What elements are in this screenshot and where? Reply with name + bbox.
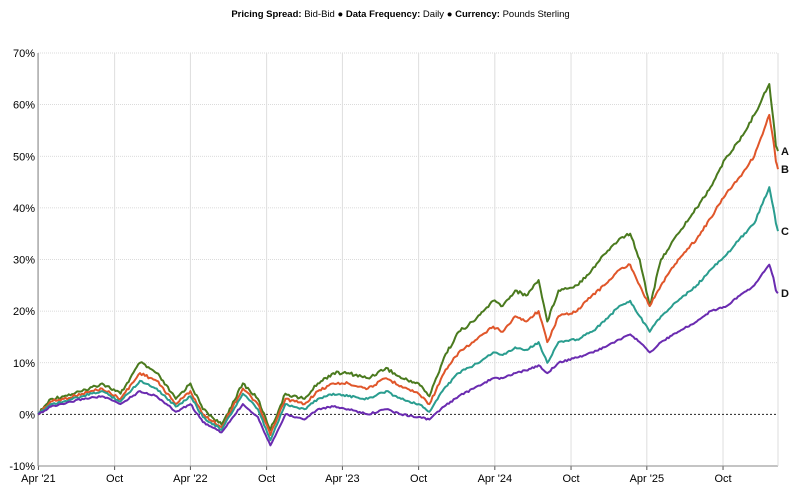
data-frequency-label: Data Frequency: bbox=[345, 9, 421, 20]
x-tick-label: Oct bbox=[106, 473, 123, 485]
axes: -10% 0% 10% 20% 30% 40% 50% 60% 70% Apr '21 Oct Apr… bbox=[9, 48, 779, 485]
data-frequency-value: Daily bbox=[422, 9, 445, 20]
end-labels: AB C D bbox=[781, 146, 789, 300]
x-tick-label: Oct bbox=[562, 473, 579, 485]
y-tick-label: 10% bbox=[13, 358, 35, 370]
x-tick-label: Apr '22 bbox=[173, 473, 208, 485]
series-line-a bbox=[37, 83, 779, 431]
x-tick-label: Oct bbox=[258, 473, 275, 485]
y-tick-label: 60% bbox=[13, 100, 35, 112]
series-line-c bbox=[37, 186, 779, 442]
y-tick-label: 40% bbox=[13, 203, 35, 215]
y-tick-label: 70% bbox=[13, 48, 35, 60]
currency-label: Currency: bbox=[455, 9, 500, 20]
series-end-label-b: B bbox=[781, 164, 789, 176]
series-lines bbox=[37, 83, 779, 447]
series-end-label-c: C bbox=[781, 226, 789, 238]
pricing-spread-value: Bid-Bid bbox=[304, 9, 335, 20]
x-tick-label: Oct bbox=[714, 473, 731, 485]
chart-header: Pricing Spread: Bid-Bid ● Data Frequency… bbox=[0, 9, 801, 20]
grid-lines bbox=[37, 52, 778, 467]
x-tick-label: Oct bbox=[410, 473, 427, 485]
pricing-spread-label: Pricing Spread: bbox=[231, 9, 302, 20]
x-tick-label: Apr '25 bbox=[630, 473, 665, 485]
separator-dot: ● bbox=[337, 9, 344, 20]
series-end-label-d: D bbox=[781, 288, 789, 300]
y-tick-label: 20% bbox=[13, 306, 35, 318]
y-tick-label: 50% bbox=[13, 151, 35, 163]
y-tick-label: 0% bbox=[19, 409, 35, 421]
series-line-d bbox=[37, 263, 779, 447]
separator-dot: ● bbox=[446, 9, 453, 20]
x-tick-label: Apr '24 bbox=[478, 473, 513, 485]
y-tick-label: 30% bbox=[13, 255, 35, 267]
currency-value: Pounds Sterling bbox=[502, 9, 570, 20]
y-tick-label: -10% bbox=[9, 461, 35, 473]
x-tick-label: Apr '23 bbox=[325, 473, 360, 485]
series-line-b bbox=[37, 113, 779, 436]
series-end-label-a: A bbox=[781, 146, 789, 158]
x-tick-label: Apr '21 bbox=[21, 473, 56, 485]
